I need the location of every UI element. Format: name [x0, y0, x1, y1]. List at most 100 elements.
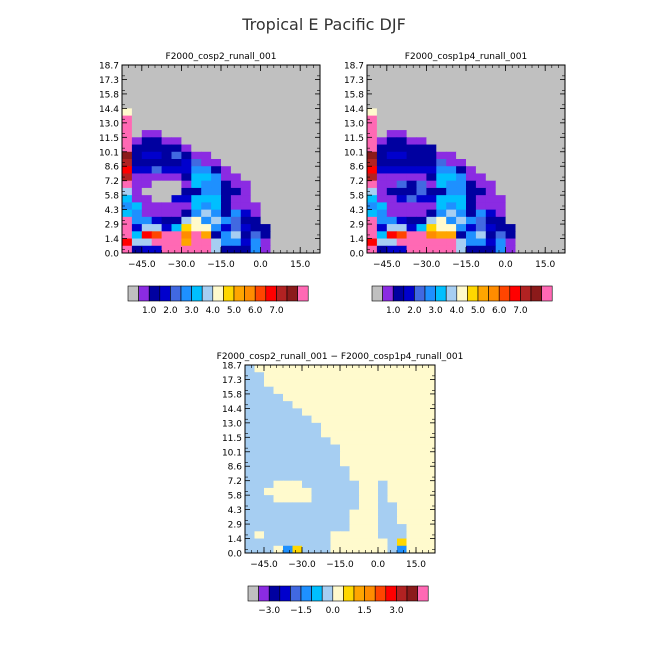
y-tick-label: 4.3 — [228, 506, 242, 516]
heatmap-cell — [292, 538, 303, 547]
heatmap-cell — [555, 101, 566, 109]
heatmap-cell — [535, 151, 546, 160]
heatmap-cell — [280, 224, 291, 232]
heatmap-cell — [436, 72, 447, 80]
heatmap-cell — [396, 195, 407, 203]
heatmap-cell — [191, 93, 202, 102]
heatmap-cell — [290, 159, 301, 167]
heatmap-cell — [201, 151, 212, 160]
heatmap-cell — [555, 151, 566, 160]
heatmap-cell — [191, 79, 202, 88]
heatmap-cell — [515, 216, 526, 225]
heatmap-cell — [416, 187, 427, 196]
heatmap-cell — [535, 137, 546, 145]
heatmap-cell — [310, 238, 321, 247]
colorbar-box — [332, 585, 344, 602]
heatmap-cell — [436, 151, 447, 160]
heatmap-cell — [425, 524, 436, 532]
heatmap-cell — [545, 216, 556, 225]
heatmap-cell — [221, 173, 232, 182]
heatmap-cell — [416, 231, 427, 239]
heatmap-cell — [340, 459, 350, 467]
heatmap-cell — [367, 180, 378, 189]
heatmap-cell — [310, 130, 321, 138]
y-tick-label: 0.0 — [105, 250, 120, 260]
heatmap-cell — [264, 480, 274, 489]
heatmap-cell — [171, 245, 182, 254]
heatmap-cell — [264, 516, 274, 525]
heatmap-cell — [485, 245, 497, 254]
colorbar-box — [148, 285, 161, 302]
heatmap-cell — [221, 108, 232, 117]
heatmap-cell — [485, 187, 497, 196]
heatmap-cell — [367, 72, 378, 80]
heatmap-cell — [273, 502, 284, 511]
heatmap-cell — [535, 238, 546, 247]
heatmap-cell — [525, 151, 536, 160]
heatmap-cell — [416, 393, 426, 402]
heatmap-cell — [270, 187, 281, 196]
heatmap-cell — [416, 531, 426, 539]
colorbar-box — [286, 285, 298, 302]
heatmap-cell — [302, 545, 312, 554]
heatmap-cell — [387, 422, 398, 431]
heatmap-cell — [436, 195, 447, 203]
heatmap-cell — [406, 422, 417, 431]
heatmap-cell — [416, 502, 426, 511]
heatmap-cell — [396, 166, 407, 174]
heatmap-cell — [525, 130, 536, 138]
heatmap-cell — [378, 415, 388, 424]
heatmap-cell — [425, 466, 436, 474]
heatmap-cell — [161, 72, 172, 80]
heatmap-cell — [466, 115, 477, 124]
heatmap-cell — [311, 545, 322, 554]
heatmap-cell — [191, 187, 202, 196]
heatmap-cell — [368, 415, 379, 424]
heatmap-cell — [151, 86, 162, 95]
heatmap-cell — [221, 187, 232, 196]
heatmap-cell — [378, 430, 388, 438]
heatmap-cell — [525, 79, 536, 88]
heatmap-cell — [426, 159, 437, 167]
heatmap-cell — [122, 216, 133, 225]
heatmap-cell — [290, 130, 301, 138]
heatmap-cell — [378, 480, 388, 489]
heatmap-cell — [396, 216, 407, 225]
heatmap-cell — [349, 444, 360, 453]
heatmap-cell — [260, 166, 271, 174]
heatmap-cell — [254, 422, 265, 431]
heatmap-cell — [359, 415, 369, 424]
heatmap-cell — [211, 195, 222, 203]
x-tick-label: −30.0 — [288, 560, 316, 570]
heatmap-cell — [141, 173, 153, 182]
heatmap-cell — [230, 202, 242, 211]
heatmap-cell — [555, 137, 566, 145]
heatmap-cell — [406, 122, 417, 131]
colorbar-label: 1.5 — [357, 606, 371, 616]
heatmap-cell — [376, 231, 388, 239]
heatmap-cell — [283, 386, 293, 395]
heatmap-cell — [416, 137, 427, 145]
heatmap-cell — [171, 216, 182, 225]
heatmap-cell — [245, 473, 255, 482]
heatmap-cell — [131, 122, 143, 131]
colorbar-box — [191, 285, 203, 302]
heatmap-cell — [495, 166, 506, 174]
heatmap-cell — [436, 166, 447, 174]
heatmap-cell — [122, 115, 133, 124]
heatmap-cell — [283, 502, 293, 511]
heatmap-cell — [141, 86, 153, 95]
heatmap-cell — [250, 108, 261, 117]
heatmap-cell — [280, 159, 291, 167]
heatmap-cell — [387, 495, 398, 503]
heatmap-cell — [446, 101, 457, 109]
heatmap-cell — [321, 379, 331, 388]
heatmap-cell — [416, 108, 427, 117]
heatmap-cell — [545, 137, 556, 145]
heatmap-cell — [505, 93, 516, 102]
heatmap-cell — [254, 495, 265, 503]
colorbar-box — [343, 585, 355, 602]
heatmap-cell — [397, 487, 407, 496]
colorbar-label: 1.0 — [386, 306, 401, 316]
x-tick-label: −45.0 — [250, 560, 278, 570]
